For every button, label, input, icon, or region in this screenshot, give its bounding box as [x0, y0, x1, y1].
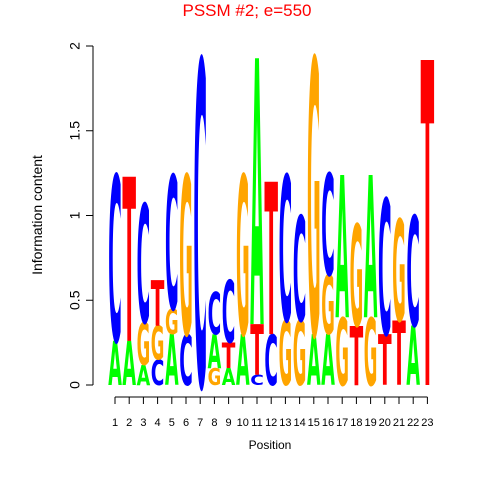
logo-letter: A: [364, 136, 378, 364]
x-tick-label: 18: [350, 417, 362, 429]
logo-letter: C: [378, 163, 392, 380]
logo-letter: A: [321, 322, 335, 402]
x-tick-label: 5: [169, 417, 175, 429]
logo-letter: C: [193, 0, 207, 480]
logo-letter: G: [335, 299, 349, 407]
logo-letter: G: [165, 302, 179, 343]
logo-letter: G: [179, 131, 193, 386]
y-tick-label: 0: [67, 381, 83, 389]
logo-letter: T: [264, 140, 278, 384]
logo-letter: C: [250, 372, 264, 388]
x-tick-label: 19: [364, 417, 376, 429]
logo-letter: G: [279, 305, 293, 407]
x-tick-label: 14: [293, 417, 305, 429]
logo-letter: A: [222, 364, 236, 391]
logo-letter: C: [321, 147, 335, 308]
logo-letter: G: [364, 299, 378, 407]
x-tick-label: 21: [393, 417, 405, 429]
logo-letter: G: [151, 318, 165, 371]
x-tick-label: 20: [379, 417, 391, 429]
logo-letter: G: [208, 364, 222, 391]
logo-letter: C: [208, 282, 222, 349]
logo-letter: C: [151, 353, 165, 394]
logo-letter: G: [392, 193, 406, 354]
logo-letter: T: [250, 312, 264, 392]
logo-letter: A: [307, 322, 321, 402]
x-tick-label: 1: [112, 417, 118, 429]
logo-letter: A: [108, 328, 122, 399]
logo-letter: A: [137, 359, 151, 391]
logo-letter: C: [179, 322, 193, 402]
logo-letter: G: [321, 259, 335, 354]
x-tick-label: 22: [407, 417, 419, 429]
x-tick-label: 8: [211, 417, 217, 429]
y-tick-label: 1.5: [67, 121, 83, 141]
logo-letter: T: [378, 322, 392, 402]
x-tick-label: 23: [421, 417, 433, 429]
logo-letter: G: [350, 198, 364, 359]
logo-letter: T: [350, 309, 364, 404]
logo-letter: T: [151, 268, 165, 341]
x-tick-label: 4: [155, 417, 161, 429]
logo-letter: A: [208, 326, 222, 379]
x-tick-label: 15: [308, 417, 320, 429]
logo-letter: T: [122, 132, 136, 394]
logo-letter: A: [236, 322, 250, 402]
logo-letter: G: [236, 131, 250, 386]
logo-letter: A: [250, 0, 264, 410]
logo-letter: A: [406, 309, 420, 404]
y-tick-label: 0.5: [67, 290, 83, 310]
x-tick-label: 9: [226, 417, 232, 429]
logo-letter: T: [222, 336, 236, 377]
logo-letter: C: [165, 139, 179, 353]
logo-letter: C: [222, 263, 236, 364]
logo-letter: C: [264, 322, 278, 402]
logo-letter: G: [137, 312, 151, 379]
logo-letter: A: [122, 328, 136, 399]
logo-letter: G: [293, 305, 307, 407]
x-tick-label: 13: [279, 417, 291, 429]
logo-letter: C: [293, 189, 307, 356]
logo-letter: C: [137, 173, 151, 361]
x-tick-label: 17: [336, 417, 348, 429]
y-tick-label: 1: [67, 211, 83, 219]
logo-letter: T: [421, 0, 435, 480]
x-tick-label: 12: [265, 417, 277, 429]
logo-letter: T: [392, 305, 406, 407]
x-tick-label: 2: [126, 417, 132, 429]
x-tick-label: 10: [237, 417, 249, 429]
x-tick-label: 16: [322, 417, 334, 429]
x-tick-label: 11: [251, 417, 262, 429]
x-tick-label: 3: [140, 417, 146, 429]
y-axis-label: Information content: [29, 155, 45, 275]
logo-letter: G: [307, 0, 321, 425]
y-tick-label: 2: [67, 42, 83, 50]
logo-letter: A: [165, 322, 179, 402]
x-axis-label: Position: [249, 438, 292, 452]
logo-letter: C: [108, 131, 122, 396]
logo-letter: C: [406, 187, 420, 362]
logo-letter: A: [335, 136, 349, 364]
chart-title: PSSM #2; e=550: [182, 1, 311, 20]
x-tick-label: 7: [197, 417, 203, 429]
logo-letter: C: [279, 136, 293, 368]
x-tick-label: 6: [183, 417, 189, 429]
